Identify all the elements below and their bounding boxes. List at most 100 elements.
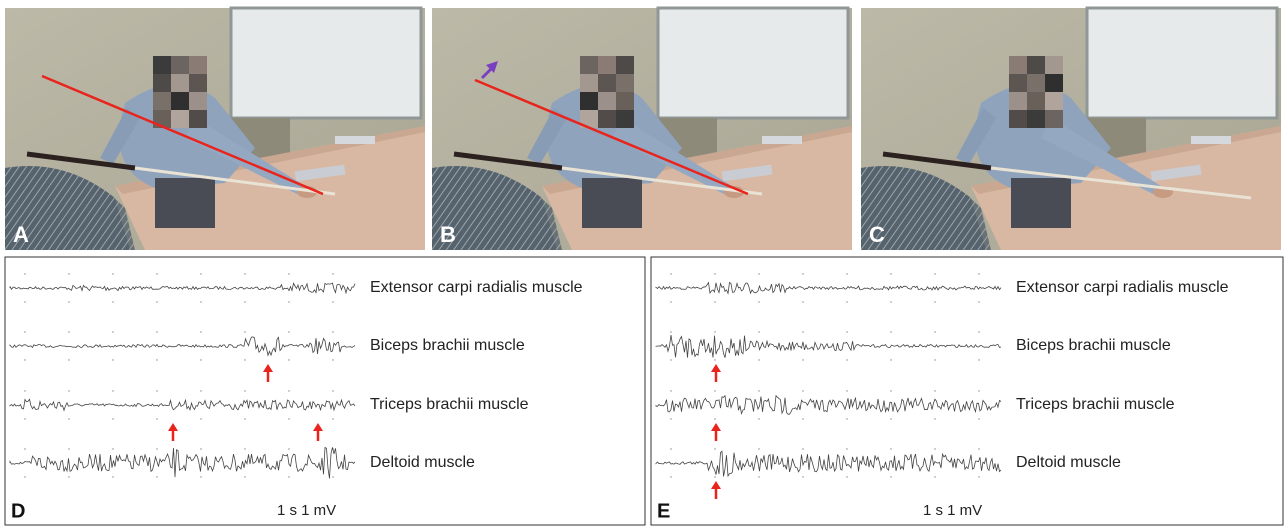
grid-dot	[758, 448, 759, 449]
grid-dot	[332, 273, 333, 274]
emg-trace	[656, 451, 1001, 476]
grid-dot	[978, 331, 979, 332]
emg-trace	[10, 337, 355, 355]
grid-dot	[244, 448, 245, 449]
emg-trace	[656, 396, 1001, 415]
grid-dot	[288, 301, 289, 302]
grid-dot	[156, 273, 157, 274]
emg-trace	[10, 283, 355, 293]
grid-dot	[934, 448, 935, 449]
scale-label: 1 s 1 mV	[277, 502, 336, 519]
blurred-face	[1045, 92, 1063, 110]
photo: B	[432, 8, 852, 250]
grid-dot	[156, 476, 157, 477]
blurred-face	[189, 56, 207, 74]
grid-dot	[978, 390, 979, 391]
blurred-face	[1009, 92, 1027, 110]
blurred-face	[1045, 74, 1063, 92]
grid-dot	[802, 359, 803, 360]
grid-dot	[24, 476, 25, 477]
grid-dot	[802, 273, 803, 274]
panel-label: C	[869, 222, 885, 247]
blurred-face	[1045, 110, 1063, 128]
grid-dot	[846, 390, 847, 391]
whiteboard	[658, 8, 848, 118]
blurred-face	[171, 56, 189, 74]
photo: A	[5, 8, 425, 250]
panel-label: A	[13, 222, 29, 247]
grid-dot	[24, 331, 25, 332]
scale-label: 1 s 1 mV	[923, 502, 982, 519]
muscle-label: Extensor carpi radialis muscle	[1016, 279, 1229, 296]
figure: ABCExtensor carpi radialis muscleBiceps …	[0, 0, 1287, 529]
grid-dot	[978, 418, 979, 419]
blurred-face	[598, 74, 616, 92]
grid-dot	[846, 301, 847, 302]
grid-dot	[332, 390, 333, 391]
grid-dot	[846, 331, 847, 332]
emg-arrow-head	[313, 423, 323, 431]
grid-dot	[244, 301, 245, 302]
grid-dot	[244, 273, 245, 274]
grid-dot	[802, 448, 803, 449]
grid-dot	[670, 359, 671, 360]
blurred-face	[171, 92, 189, 110]
blurred-face	[580, 74, 598, 92]
blurred-face	[1009, 110, 1027, 128]
grid-dot	[332, 331, 333, 332]
blurred-face	[1027, 56, 1045, 74]
grid-dot	[68, 273, 69, 274]
grid-dot	[244, 418, 245, 419]
grid-dot	[112, 476, 113, 477]
emg-trace	[10, 447, 355, 478]
grid-dot	[24, 448, 25, 449]
grid-dot	[332, 418, 333, 419]
blurred-face	[598, 110, 616, 128]
grid-dot	[714, 359, 715, 360]
grid-dot	[244, 359, 245, 360]
grid-dot	[288, 273, 289, 274]
grid-dot	[758, 273, 759, 274]
grid-dot	[758, 390, 759, 391]
grid-dot	[670, 476, 671, 477]
blurred-face	[598, 56, 616, 74]
grid-dot	[200, 448, 201, 449]
grid-dot	[200, 390, 201, 391]
grid-dot	[714, 476, 715, 477]
blurred-face	[189, 92, 207, 110]
grid-dot	[934, 418, 935, 419]
blurred-face	[1009, 74, 1027, 92]
grid-dot	[758, 418, 759, 419]
blurred-face	[598, 92, 616, 110]
grid-dot	[244, 476, 245, 477]
emg-arrow-head	[711, 423, 721, 431]
blurred-face	[616, 110, 634, 128]
grid-dot	[200, 476, 201, 477]
blurred-face	[1027, 92, 1045, 110]
trousers	[582, 178, 642, 228]
grid-dot	[846, 448, 847, 449]
grid-dot	[200, 273, 201, 274]
grid-dot	[802, 331, 803, 332]
grid-dot	[846, 418, 847, 419]
grid-dot	[890, 390, 891, 391]
grid-dot	[714, 273, 715, 274]
grid-dot	[288, 359, 289, 360]
emg-trace	[10, 399, 355, 410]
muscle-label: Deltoid muscle	[1016, 454, 1121, 471]
grid-dot	[890, 273, 891, 274]
grid-dot	[24, 301, 25, 302]
grid-dot	[670, 273, 671, 274]
blurred-face	[189, 110, 207, 128]
whiteboard	[1087, 8, 1277, 118]
grid-dot	[670, 448, 671, 449]
grid-dot	[244, 390, 245, 391]
grid-dot	[846, 476, 847, 477]
papers	[335, 136, 375, 144]
grid-dot	[890, 476, 891, 477]
grid-dot	[200, 301, 201, 302]
grid-dot	[68, 331, 69, 332]
grid-dot	[288, 331, 289, 332]
emg-arrow-head	[711, 364, 721, 372]
grid-dot	[758, 301, 759, 302]
